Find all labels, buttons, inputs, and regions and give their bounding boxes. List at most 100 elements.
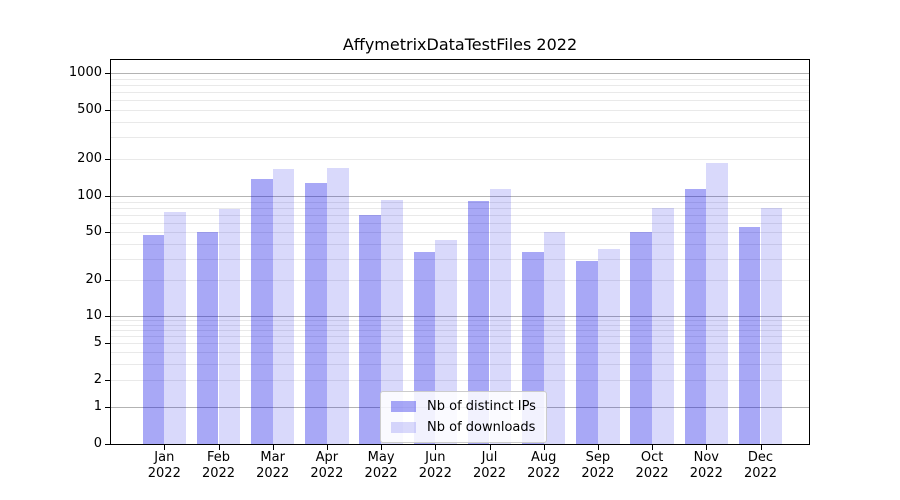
bar-distinct-ips-jan [142,235,165,445]
x-axis-tick-year: 2022 [256,465,290,481]
y-tick-mark [105,379,110,381]
x-axis-tick-year: 2022 [743,465,778,481]
x-axis-tick-label: Apr 2022 [297,450,357,481]
x-axis-tick-year: 2022 [472,465,507,481]
x-tick-mark [489,445,491,450]
y-tick-mark [105,316,110,317]
plot-area [110,59,810,445]
y-tick-mark [105,196,110,197]
bar-distinct-ips-nov [684,189,707,445]
bar-downloads-mar [272,169,295,445]
bar-downloads-aug [543,232,566,445]
x-tick-mark [435,445,437,450]
x-tick-mark [164,445,166,450]
y-tick-mark [105,444,110,445]
bar-distinct-ips-dec [738,227,761,445]
grid-line-minor [110,92,810,94]
x-tick-mark [218,445,220,450]
legend-row-distinct-ips: Nb of distinct IPs [391,398,536,415]
legend-row-downloads: Nb of downloads [391,419,536,436]
grid-line-minor [110,363,810,365]
grid-line-minor [110,100,810,102]
bar-downloads-oct [652,207,674,445]
grid-line-minor [110,320,810,322]
y-axis-tick-label: 50 [85,224,102,240]
y-axis-tick-label: 10 [85,308,102,323]
grid-line-minor [110,222,810,224]
legend-swatch-distinct-ips [391,401,416,412]
grid-line-minor [110,214,810,216]
bar-distinct-ips-oct [630,232,653,445]
legend-label-distinct-ips: Nb of distinct IPs [427,399,536,414]
grid-line-minor [110,207,810,209]
grid-line-minor [110,279,810,281]
y-axis-tick-label: 20 [85,271,102,287]
bar-downloads-jul [489,188,512,445]
grid-line-minor [110,110,810,111]
x-axis-tick-label: Feb 2022 [189,450,249,481]
chart-title: AffymetrixDataTestFiles 2022 [342,35,578,54]
x-axis-tick-label: Jan 2022 [134,450,194,481]
grid-line-minor [110,343,810,345]
y-axis-tick-label: 100 [77,188,102,203]
x-axis-tick-year: 2022 [364,465,398,481]
y-tick-mark [105,73,110,74]
grid-line-minor [110,121,810,123]
x-tick-mark [272,445,274,450]
y-tick-mark [105,110,110,111]
legend-swatch-downloads [391,422,416,433]
bar-distinct-ips-sep [576,260,598,445]
y-axis-tick-label: 1000 [68,65,102,80]
bar-distinct-ips-apr [305,183,327,445]
x-tick-mark [381,445,383,450]
x-axis-tick-year: 2022 [527,465,561,481]
bar-distinct-ips-jul [467,200,490,445]
grid-line-minor [110,159,810,160]
grid-line-major [110,196,810,197]
x-tick-mark [597,445,599,450]
grid-line-minor [110,78,810,80]
y-axis-tick-label: 5 [93,335,102,351]
bar-downloads-apr [326,167,349,445]
grid-line-minor [110,232,810,234]
bar-downloads-feb [218,208,241,445]
grid-line-minor [110,243,810,245]
x-axis-tick-label: Nov 2022 [676,450,736,481]
bar-downloads-dec [760,207,783,445]
grid-line-minor [110,330,810,332]
y-axis-tick-label: 1 [93,399,102,414]
x-axis-tick-year: 2022 [147,465,181,481]
grid-line-minor [110,352,810,354]
x-axis-tick-label: Dec 2022 [731,450,791,481]
grid-line-minor [110,324,810,326]
y-tick-mark [105,279,110,281]
x-axis-tick-label: Jul 2022 [460,450,520,481]
y-axis-tick-label: 2 [93,371,102,387]
x-axis-tick-year: 2022 [201,465,236,481]
x-tick-mark [706,445,708,450]
x-axis-tick-year: 2022 [635,465,669,481]
x-tick-mark [760,445,762,450]
x-axis-tick-label: Aug 2022 [514,450,574,481]
bar-downloads-may [381,200,403,445]
y-axis-tick-label: 0 [93,436,102,451]
grid-line-minor [110,84,810,86]
bar-downloads-nov [706,163,728,445]
y-tick-mark [105,407,110,408]
x-axis-tick-year: 2022 [418,465,452,481]
legend-label-downloads: Nb of downloads [427,420,536,435]
x-tick-mark [326,445,328,450]
x-tick-mark [652,445,654,450]
y-tick-mark [105,232,110,234]
x-axis-tick-label: Sep 2022 [568,450,628,481]
bar-distinct-ips-mar [251,179,273,445]
x-axis-tick-year: 2022 [581,465,615,481]
bar-downloads-sep [597,249,620,445]
grid-line-minor [110,258,810,260]
x-axis-tick-year: 2022 [310,465,344,481]
grid-line-minor [110,336,810,338]
grid-line-major [110,316,810,317]
y-tick-mark [105,343,110,345]
y-axis-tick-label: 200 [77,151,102,166]
